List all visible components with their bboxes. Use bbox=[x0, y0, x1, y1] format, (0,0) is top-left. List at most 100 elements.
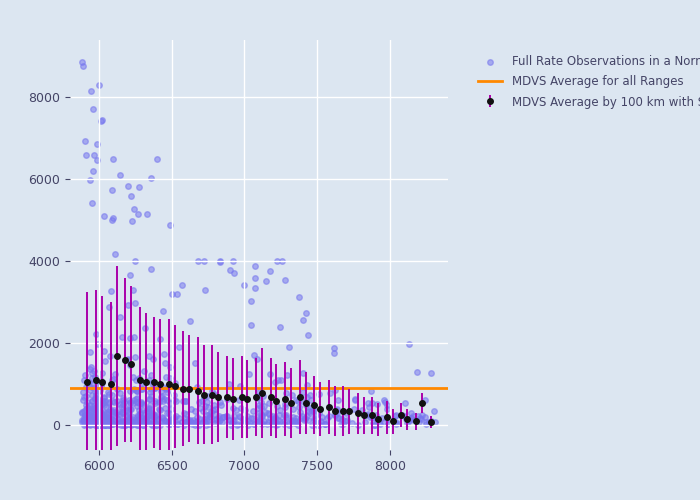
Full Rate Observations in a Normal Point bbox=[225, 421, 237, 429]
Full Rate Observations in a Normal Point bbox=[160, 385, 171, 393]
Full Rate Observations in a Normal Point bbox=[144, 394, 155, 402]
Full Rate Observations in a Normal Point bbox=[221, 412, 232, 420]
Full Rate Observations in a Normal Point bbox=[127, 418, 138, 426]
Full Rate Observations in a Normal Point bbox=[127, 415, 138, 423]
Full Rate Observations in a Normal Point bbox=[172, 290, 183, 298]
Full Rate Observations in a Normal Point bbox=[88, 417, 99, 425]
Full Rate Observations in a Normal Point bbox=[145, 420, 156, 428]
Full Rate Observations in a Normal Point bbox=[275, 376, 286, 384]
Full Rate Observations in a Normal Point bbox=[247, 414, 258, 422]
Full Rate Observations in a Normal Point bbox=[296, 414, 307, 422]
Full Rate Observations in a Normal Point bbox=[202, 417, 213, 425]
Full Rate Observations in a Normal Point bbox=[221, 394, 232, 402]
Full Rate Observations in a Normal Point bbox=[158, 307, 169, 315]
Full Rate Observations in a Normal Point bbox=[90, 408, 101, 416]
Full Rate Observations in a Normal Point bbox=[150, 398, 161, 406]
Full Rate Observations in a Normal Point bbox=[223, 416, 235, 424]
Full Rate Observations in a Normal Point bbox=[88, 402, 99, 410]
Full Rate Observations in a Normal Point bbox=[84, 420, 95, 428]
Full Rate Observations in a Normal Point bbox=[99, 421, 110, 429]
Full Rate Observations in a Normal Point bbox=[104, 404, 116, 412]
Full Rate Observations in a Normal Point bbox=[128, 384, 139, 392]
Full Rate Observations in a Normal Point bbox=[79, 418, 90, 426]
Full Rate Observations in a Normal Point bbox=[146, 392, 157, 400]
Full Rate Observations in a Normal Point bbox=[106, 186, 117, 194]
Full Rate Observations in a Normal Point bbox=[127, 418, 139, 426]
Full Rate Observations in a Normal Point bbox=[390, 418, 401, 426]
Full Rate Observations in a Normal Point bbox=[190, 359, 201, 367]
Full Rate Observations in a Normal Point bbox=[108, 410, 119, 418]
Full Rate Observations in a Normal Point bbox=[209, 420, 220, 428]
Full Rate Observations in a Normal Point bbox=[300, 414, 311, 422]
Full Rate Observations in a Normal Point bbox=[155, 393, 167, 401]
Full Rate Observations in a Normal Point bbox=[102, 388, 113, 396]
Full Rate Observations in a Normal Point bbox=[80, 415, 92, 423]
Full Rate Observations in a Normal Point bbox=[127, 217, 138, 225]
Full Rate Observations in a Normal Point bbox=[253, 402, 265, 409]
Full Rate Observations in a Normal Point bbox=[100, 403, 111, 411]
Full Rate Observations in a Normal Point bbox=[77, 62, 88, 70]
Full Rate Observations in a Normal Point bbox=[150, 412, 161, 420]
Full Rate Observations in a Normal Point bbox=[134, 409, 146, 417]
Full Rate Observations in a Normal Point bbox=[136, 398, 147, 406]
Full Rate Observations in a Normal Point bbox=[125, 418, 136, 426]
Full Rate Observations in a Normal Point bbox=[253, 392, 264, 400]
Full Rate Observations in a Normal Point bbox=[279, 276, 290, 284]
Full Rate Observations in a Normal Point bbox=[88, 420, 99, 428]
Full Rate Observations in a Normal Point bbox=[118, 396, 129, 404]
Full Rate Observations in a Normal Point bbox=[84, 401, 95, 409]
Full Rate Observations in a Normal Point bbox=[409, 416, 420, 424]
Full Rate Observations in a Normal Point bbox=[414, 414, 426, 422]
Full Rate Observations in a Normal Point bbox=[84, 415, 95, 423]
Full Rate Observations in a Normal Point bbox=[95, 410, 106, 418]
Full Rate Observations in a Normal Point bbox=[228, 258, 239, 266]
Full Rate Observations in a Normal Point bbox=[172, 420, 183, 428]
Full Rate Observations in a Normal Point bbox=[315, 416, 326, 424]
Full Rate Observations in a Normal Point bbox=[78, 418, 90, 426]
Full Rate Observations in a Normal Point bbox=[95, 410, 106, 418]
Full Rate Observations in a Normal Point bbox=[108, 420, 119, 428]
Full Rate Observations in a Normal Point bbox=[234, 396, 245, 404]
Full Rate Observations in a Normal Point bbox=[107, 216, 118, 224]
Full Rate Observations in a Normal Point bbox=[83, 419, 94, 427]
Full Rate Observations in a Normal Point bbox=[117, 405, 128, 413]
Full Rate Observations in a Normal Point bbox=[191, 412, 202, 420]
Full Rate Observations in a Normal Point bbox=[141, 210, 153, 218]
Full Rate Observations in a Normal Point bbox=[317, 413, 328, 421]
Full Rate Observations in a Normal Point bbox=[99, 420, 111, 428]
Full Rate Observations in a Normal Point bbox=[366, 413, 377, 421]
Full Rate Observations in a Normal Point bbox=[96, 418, 107, 426]
Full Rate Observations in a Normal Point bbox=[103, 390, 114, 398]
Full Rate Observations in a Normal Point bbox=[99, 422, 111, 430]
Full Rate Observations in a Normal Point bbox=[114, 412, 125, 420]
Full Rate Observations in a Normal Point bbox=[191, 417, 202, 425]
Full Rate Observations in a Normal Point bbox=[332, 409, 343, 417]
Full Rate Observations in a Normal Point bbox=[301, 401, 312, 409]
Full Rate Observations in a Normal Point bbox=[129, 333, 140, 341]
Full Rate Observations in a Normal Point bbox=[170, 398, 181, 406]
Full Rate Observations in a Normal Point bbox=[136, 386, 148, 394]
Full Rate Observations in a Normal Point bbox=[85, 406, 96, 414]
Full Rate Observations in a Normal Point bbox=[153, 415, 164, 423]
Full Rate Observations in a Normal Point bbox=[129, 205, 140, 213]
Full Rate Observations in a Normal Point bbox=[148, 412, 160, 420]
Full Rate Observations in a Normal Point bbox=[82, 410, 93, 418]
Full Rate Observations in a Normal Point bbox=[156, 392, 167, 400]
Full Rate Observations in a Normal Point bbox=[134, 418, 146, 426]
Full Rate Observations in a Normal Point bbox=[97, 399, 108, 407]
Full Rate Observations in a Normal Point bbox=[369, 421, 380, 429]
Full Rate Observations in a Normal Point bbox=[83, 411, 94, 419]
Full Rate Observations in a Normal Point bbox=[106, 419, 118, 427]
Full Rate Observations in a Normal Point bbox=[279, 400, 290, 408]
Full Rate Observations in a Normal Point bbox=[181, 396, 192, 404]
Full Rate Observations in a Normal Point bbox=[103, 422, 114, 430]
Full Rate Observations in a Normal Point bbox=[87, 396, 98, 404]
Full Rate Observations in a Normal Point bbox=[119, 416, 130, 424]
Full Rate Observations in a Normal Point bbox=[195, 420, 206, 428]
Full Rate Observations in a Normal Point bbox=[164, 363, 176, 371]
Full Rate Observations in a Normal Point bbox=[99, 212, 110, 220]
Full Rate Observations in a Normal Point bbox=[93, 419, 104, 427]
Full Rate Observations in a Normal Point bbox=[403, 416, 414, 424]
Full Rate Observations in a Normal Point bbox=[118, 420, 130, 428]
Full Rate Observations in a Normal Point bbox=[340, 408, 351, 416]
